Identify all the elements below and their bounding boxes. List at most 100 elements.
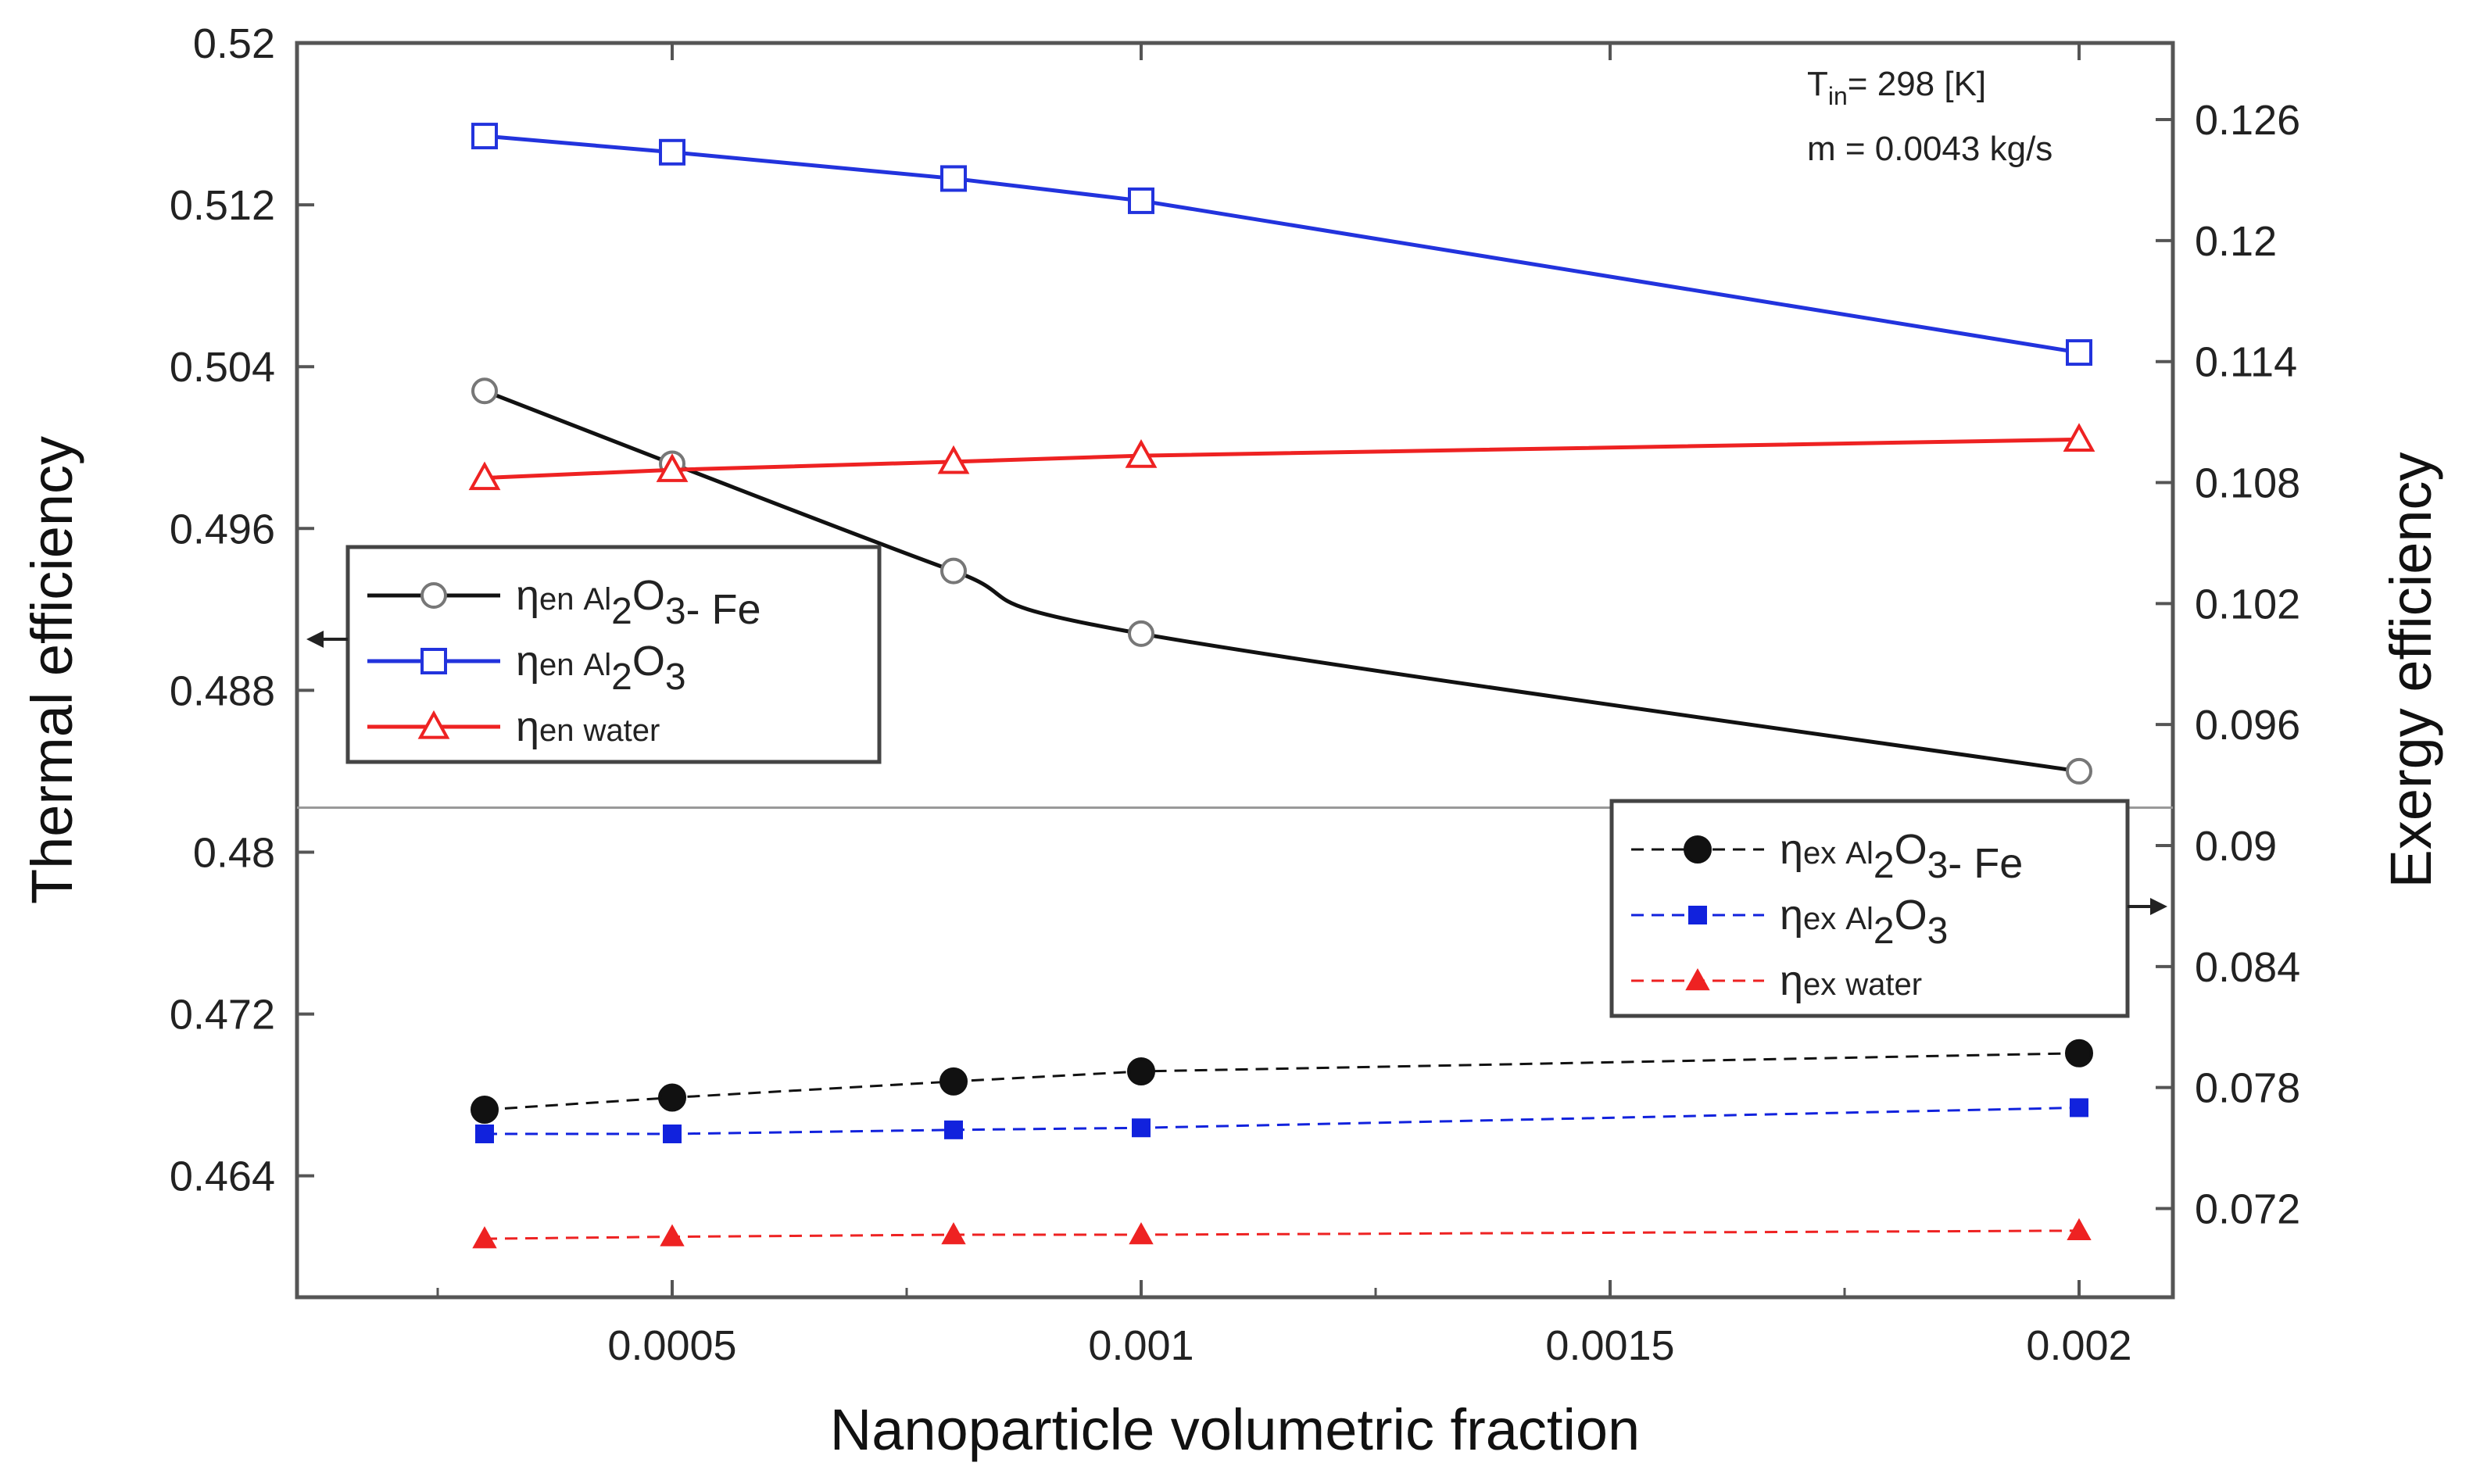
legend-label-part: 3 (665, 591, 686, 632)
legend-label-part: η (1780, 892, 1803, 939)
legend-label: ηex Al2O3 (1780, 892, 1948, 952)
legend-label-part: η (516, 703, 539, 750)
series-ex_fe (471, 1039, 2093, 1125)
legend-label-part: 3 (1927, 845, 1949, 886)
data-point-marker (663, 1124, 682, 1143)
legend-label-part: ex (1803, 836, 1836, 871)
x-axis-title: Nanoparticle volumetric fraction (830, 1397, 1640, 1462)
legend-label-part: 2 (611, 591, 632, 632)
y-right-tick-label: 0.096 (2195, 702, 2300, 749)
y-left-tick-label: 0.496 (170, 506, 275, 552)
legend-label-part: Al (584, 582, 612, 617)
y-left-tick-label: 0.48 (193, 829, 275, 876)
legend-label-part: O (632, 572, 665, 619)
y-right-tick-label: 0.072 (2195, 1185, 2300, 1232)
data-point-marker (417, 710, 450, 739)
data-point-marker (421, 582, 447, 609)
inlet-temperature-symbol: T (1807, 65, 1828, 103)
legend-label-part: - Fe (686, 586, 761, 633)
data-point-marker (471, 377, 498, 405)
legend-label-part: η (516, 572, 539, 619)
y-right-tick-label: 0.102 (2195, 581, 2300, 628)
data-point-marker (1132, 1118, 1151, 1138)
data-point-marker (939, 1067, 968, 1096)
legend-label-part: 2 (1874, 910, 1895, 952)
legend-label: ηen water (516, 703, 660, 750)
data-point-marker (944, 1120, 963, 1139)
y-left-tick-label: 0.464 (170, 1153, 275, 1200)
legend-label-part: ex (1803, 967, 1836, 1002)
data-point-marker (941, 1221, 966, 1245)
series-en_w (468, 423, 2095, 491)
y-right-tick-label: 0.114 (2195, 339, 2297, 386)
data-point-marker (1685, 967, 1710, 991)
annotation-layer: Tin= 298 [K] m = 0.0043 kg/s (306, 65, 2167, 915)
inlet-temperature-subscript: in (1828, 82, 1848, 110)
y-right-tick-label: 0.12 (2195, 218, 2277, 265)
data-point-marker (471, 1096, 499, 1125)
y-right-tick-label: 0.09 (2195, 823, 2277, 870)
y-right-tick-label: 0.126 (2195, 97, 2300, 144)
y-left-tick-label: 0.488 (170, 667, 275, 714)
data-point-marker (468, 461, 501, 491)
series-line-ex_al (485, 1106, 2080, 1135)
series-line-en_fe (484, 388, 2080, 774)
series-en_al (471, 123, 2092, 367)
legend-label: ηen Al2O3- Fe (516, 572, 761, 633)
y-right-tick-label: 0.084 (2195, 944, 2300, 991)
ticks-layer: 0.0005 0.001 0.0015 0.002 0.464 0.472 0.48 0.48… (170, 20, 2300, 1369)
data-point-marker (658, 1083, 686, 1112)
legend-label-part: η (1780, 826, 1803, 873)
data-point-marker (2067, 1218, 2092, 1241)
legend-label-part: η (1780, 957, 1803, 1004)
data-point-marker (1125, 438, 1158, 468)
y-left-tick-label: 0.512 (170, 182, 275, 229)
series-layer (468, 123, 2095, 1249)
legend-label-part: 2 (1874, 845, 1895, 886)
data-point-marker (656, 453, 689, 482)
data-point-marker (472, 1226, 497, 1249)
legend-label-part: 3 (665, 656, 686, 698)
y-left-tick-label: 0.52 (193, 20, 275, 67)
x-tick-label: 0.002 (2026, 1322, 2131, 1369)
legend-label-part: en (539, 713, 574, 748)
data-point-marker (937, 445, 970, 474)
y-axis-right-title: Exergy efficiency (2378, 452, 2443, 889)
legend-label-part: O (1895, 826, 1927, 873)
legend-label-part: Al (1845, 902, 1874, 936)
mass-flow-note: m = 0.0043 kg/s (1807, 130, 2052, 168)
y-right-tick-label: 0.108 (2195, 460, 2300, 507)
y-left-tick-label: 0.504 (170, 344, 275, 391)
legend-label-part: O (1895, 892, 1927, 939)
y-left-tick-label: 0.472 (170, 992, 275, 1039)
legend-label: ηex Al2O3- Fe (1780, 826, 2023, 887)
data-point-marker (475, 1124, 494, 1143)
y-axis-left-title: Thermal efficiency (20, 436, 84, 904)
legend-label-part: ex (1803, 902, 1836, 936)
legend-label-part: Al (1845, 836, 1874, 871)
data-point-marker (2070, 1098, 2088, 1117)
inlet-temperature-value: = 298 [K] (1848, 65, 1986, 103)
data-point-marker (2066, 339, 2092, 367)
left-axis-arrow-head (306, 631, 324, 648)
data-point-marker (1127, 1057, 1155, 1085)
data-point-marker (660, 1224, 685, 1246)
legend-label-part: water (583, 713, 660, 748)
series-ex_w (472, 1218, 2092, 1249)
data-point-marker (2063, 423, 2095, 452)
legend-label-part: en (539, 582, 574, 617)
legend-label-part: - Fe (1948, 840, 2023, 887)
x-tick-label: 0.0015 (1545, 1322, 1674, 1369)
data-point-marker (421, 648, 447, 674)
x-tick-label: 0.001 (1088, 1322, 1194, 1369)
legend-label-part: Al (584, 648, 612, 682)
data-point-marker (1128, 620, 1154, 647)
series-line-en_w (484, 437, 2080, 481)
legend-label: ηex water (1780, 957, 1922, 1004)
series-line-en_al (484, 134, 2080, 355)
data-point-marker (471, 123, 498, 150)
data-point-marker (940, 557, 967, 585)
